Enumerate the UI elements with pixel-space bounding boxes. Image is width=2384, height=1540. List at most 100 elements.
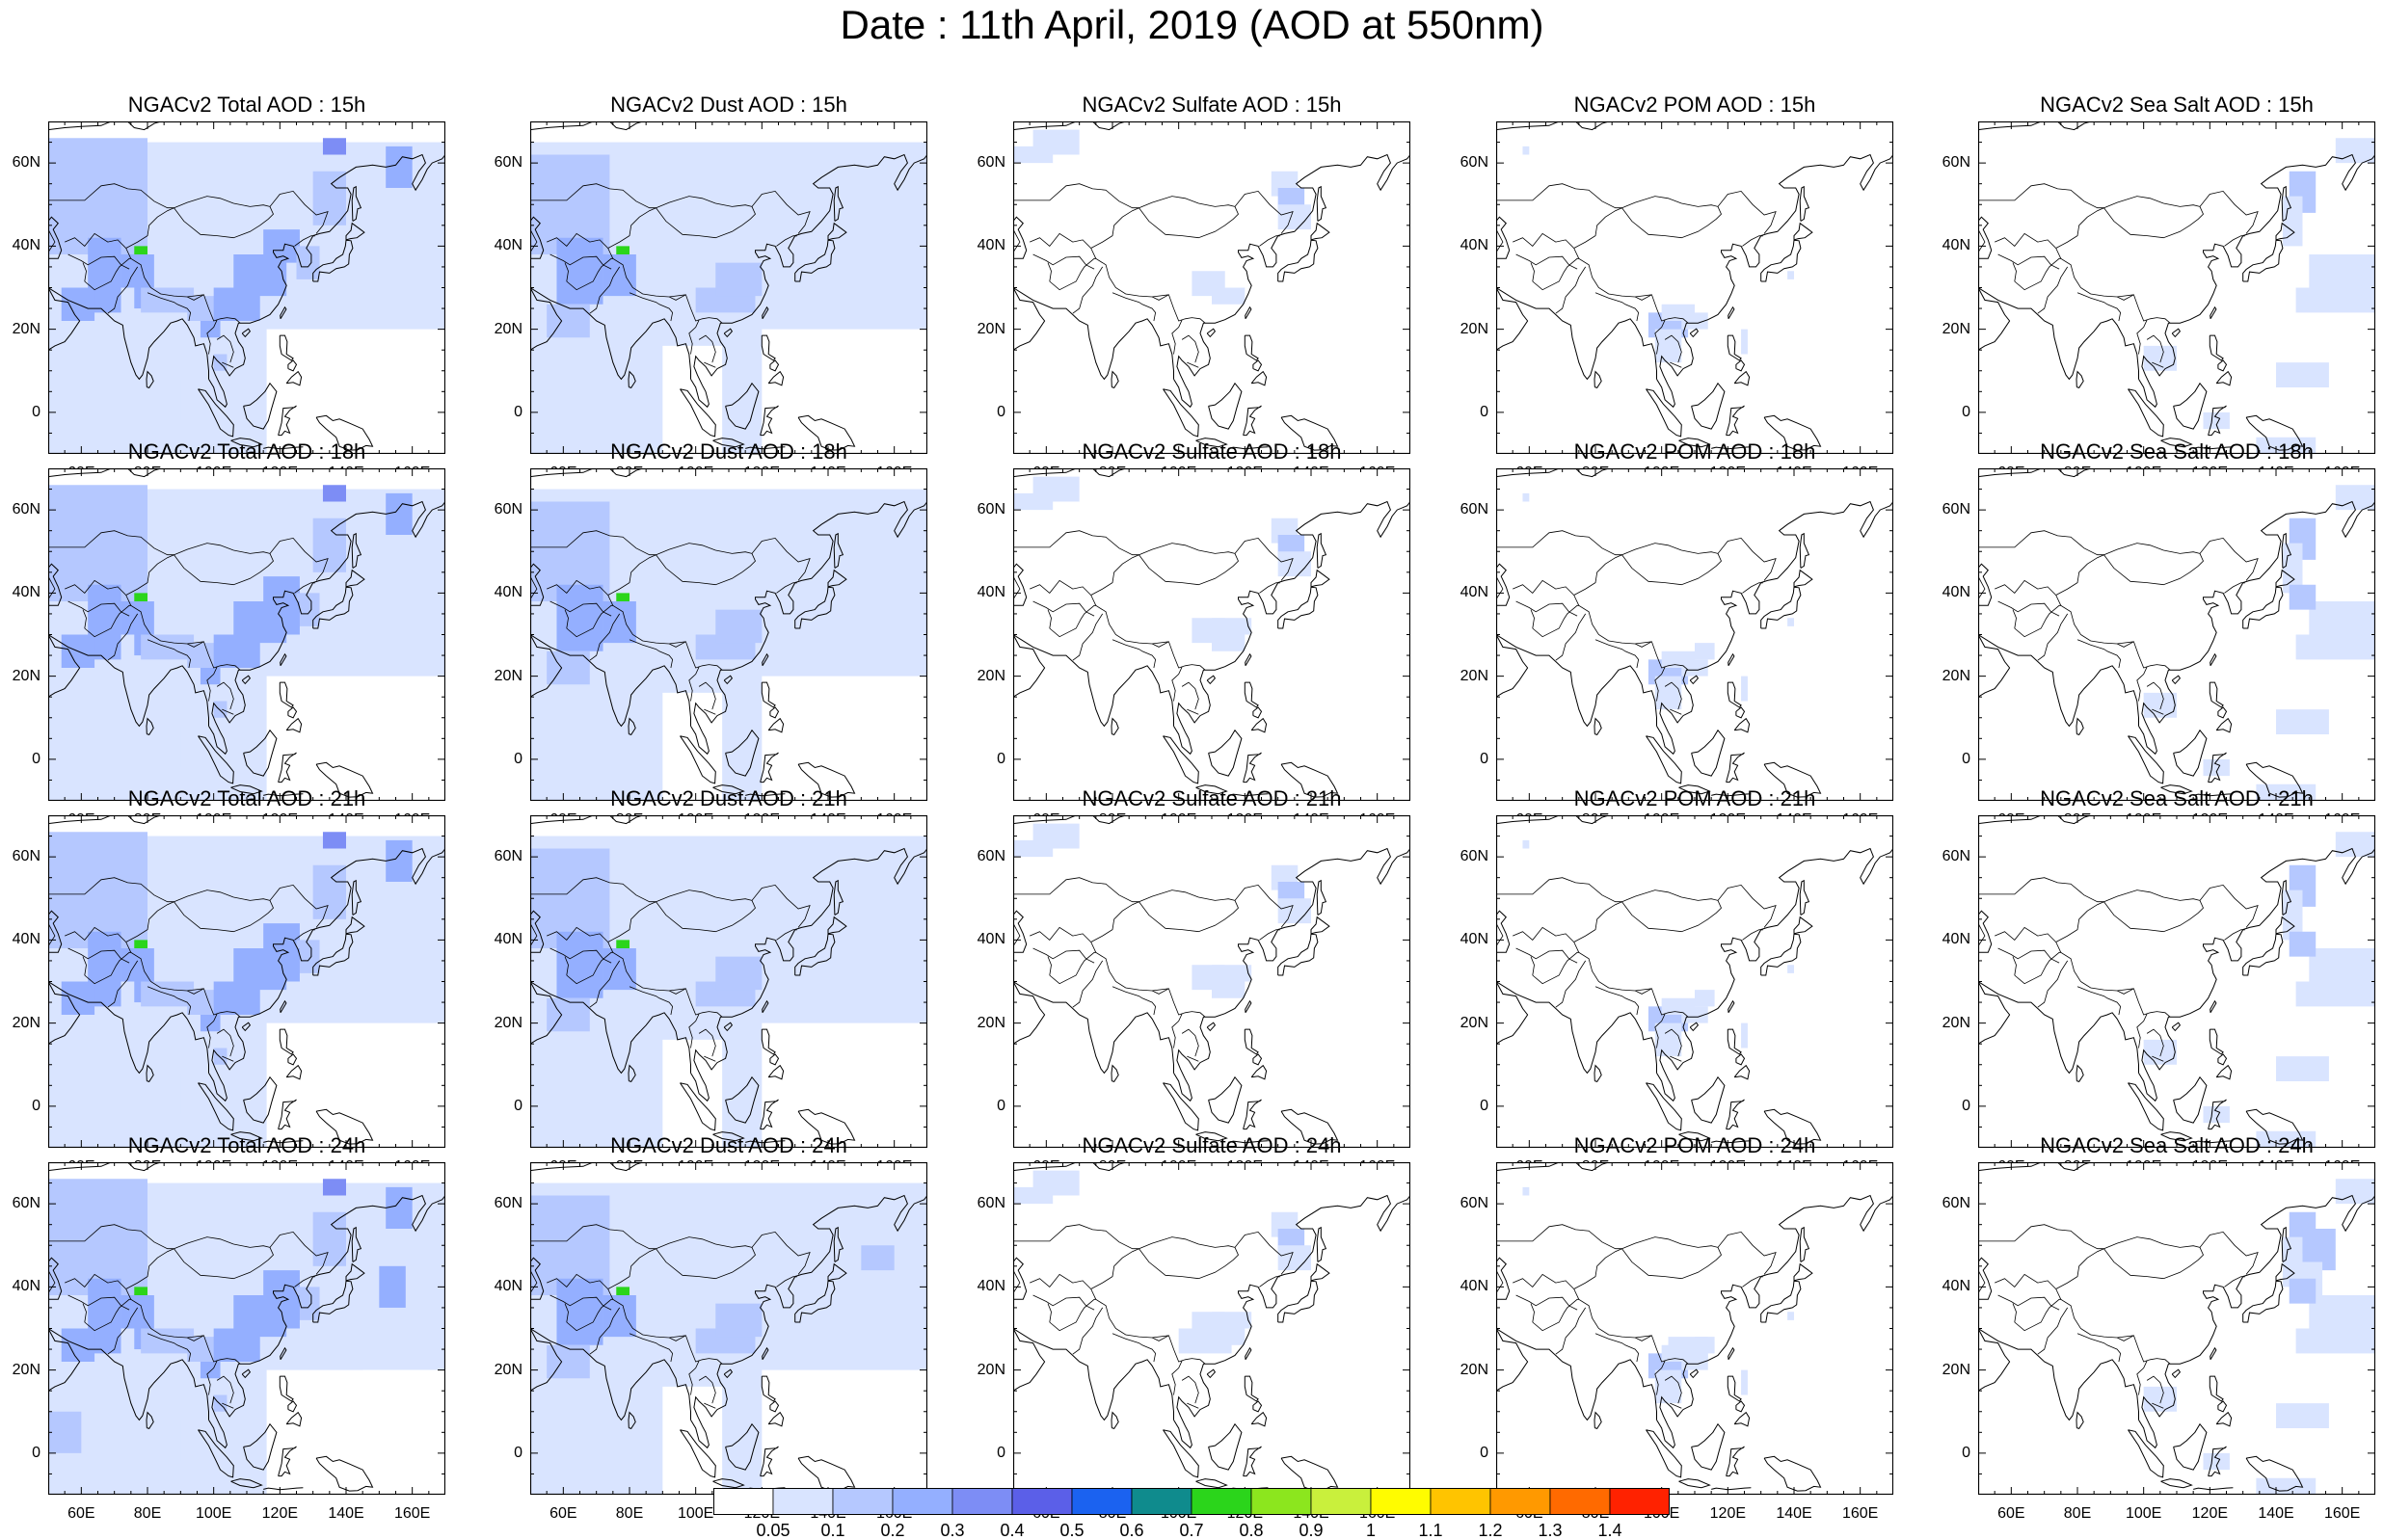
panel-title: NGACv2 Sea Salt AOD : 15h — [2040, 93, 2314, 117]
lat-tick-label: 40N — [1942, 931, 1970, 948]
map-panel-total-15h: NGACv2 Total AOD : 15h60N40N20N060E80E10… — [13, 93, 445, 481]
lon-tick-label: 160E — [393, 1505, 431, 1522]
axis-ticks — [48, 815, 445, 1148]
lat-tick-label: 40N — [12, 237, 40, 254]
lat-tick-label: 40N — [977, 931, 1005, 948]
map-plot — [1496, 1162, 1893, 1495]
colorbar-swatch — [1489, 1488, 1551, 1515]
lat-tick-label: 20N — [1942, 1361, 1970, 1378]
lat-tick-label: 60N — [494, 501, 522, 518]
colorbar-swatch — [1131, 1488, 1192, 1515]
lat-tick-label: 20N — [1942, 667, 1970, 684]
panel-title: NGACv2 Sea Salt AOD : 24h — [2040, 1133, 2314, 1157]
map-panel-sulfate-15h: NGACv2 Sulfate AOD : 15h60N40N20N060E80E… — [978, 93, 1410, 481]
lat-tick-label: 0 — [1480, 1097, 1488, 1114]
coastlines — [1978, 815, 2375, 1145]
lon-tick-label: 120E — [261, 1505, 299, 1522]
colorbar-label: 0.9 — [1299, 1521, 1324, 1540]
map-panel-pom-15h: NGACv2 POM AOD : 15h60N40N20N060E80E100E… — [1460, 93, 1893, 481]
lat-tick-label: 0 — [1480, 1444, 1488, 1461]
lat-tick-label: 20N — [1460, 1014, 1488, 1031]
lat-tick-label: 0 — [997, 1097, 1005, 1114]
country-borders — [1013, 1224, 1294, 1409]
country-borders — [1496, 530, 1777, 715]
lat-tick-label: 60N — [1460, 154, 1488, 172]
map-panel-dust-21h: NGACv2 Dust AOD : 21h60N40N20N060E80E100… — [495, 786, 927, 1175]
lat-tick-label: 60N — [12, 848, 40, 865]
panel-title: NGACv2 POM AOD : 24h — [1573, 1133, 1816, 1157]
lon-tick-label: 100E — [677, 1505, 714, 1522]
colorbar-swatch — [1370, 1488, 1432, 1515]
lat-tick-label: 40N — [1942, 237, 1970, 254]
panel-title: NGACv2 POM AOD : 21h — [1573, 786, 1816, 810]
colorbar-label: 1.2 — [1478, 1521, 1503, 1540]
panel-title: NGACv2 Dust AOD : 18h — [610, 439, 847, 464]
lat-tick-label: 0 — [1962, 750, 1970, 767]
country-borders — [48, 877, 329, 1062]
country-borders — [1496, 183, 1777, 368]
lat-tick-label: 60N — [1942, 1195, 1970, 1212]
lat-tick-label: 40N — [12, 584, 40, 601]
country-borders — [48, 1224, 329, 1409]
map-plot — [1013, 468, 1410, 801]
country-borders — [1978, 1224, 2259, 1409]
panel-title: NGACv2 Dust AOD : 24h — [610, 1133, 847, 1157]
lat-tick-label: 0 — [1962, 1097, 1970, 1114]
map-plot — [48, 121, 445, 454]
country-borders — [48, 183, 329, 368]
map-plot — [48, 815, 445, 1148]
map-panel-seasalt-15h: NGACv2 Sea Salt AOD : 15h60N40N20N060E80… — [1942, 93, 2375, 481]
coastlines — [1978, 121, 2375, 451]
lat-tick-label: 0 — [32, 750, 40, 767]
map-panel-sulfate-18h: NGACv2 Sulfate AOD : 18h60N40N20N060E80E… — [978, 439, 1410, 828]
lat-tick-label: 20N — [1942, 320, 1970, 337]
lat-tick-label: 40N — [977, 237, 1005, 254]
colorbar-label: 0.05 — [756, 1521, 790, 1540]
map-panel-pom-24h: NGACv2 POM AOD : 24h60N40N20N060E80E100E… — [1460, 1133, 1893, 1522]
colorbar-swatch — [892, 1488, 953, 1515]
lat-tick-label: 20N — [1460, 1361, 1488, 1378]
lat-tick-label: 0 — [514, 1097, 522, 1114]
colorbar-label: 1 — [1365, 1521, 1376, 1540]
map-panel-total-24h: NGACv2 Total AOD : 24h 60N 40N 20N 0 60E 80E 10… — [13, 1133, 445, 1522]
map-plot — [1978, 468, 2375, 801]
panel-title: NGACv2 Total AOD : 24h — [127, 1133, 366, 1157]
map-plot — [530, 815, 927, 1148]
lat-tick-label: 0 — [1962, 1444, 1970, 1461]
lat-tick-label: 60N — [1460, 501, 1488, 518]
lon-tick-label: 80E — [133, 1505, 162, 1522]
lon-tick-label: 140E — [1776, 1505, 1812, 1522]
lon-tick-label: 100E — [2125, 1505, 2162, 1522]
lat-tick-label: 0 — [32, 1097, 40, 1114]
lat-tick-label: 60N — [1460, 848, 1488, 865]
panel-title: NGACv2 Sulfate AOD : 18h — [1082, 439, 1342, 464]
lat-tick-label: 20N — [12, 1361, 40, 1378]
lat-tick-label: 40N — [1460, 584, 1488, 601]
map-plot — [48, 468, 445, 801]
lat-tick-label: 40N — [494, 931, 522, 948]
map-panel-total-21h: NGACv2 Total AOD : 21h60N40N20N060E80E10… — [13, 786, 445, 1175]
lon-tick-label: 160E — [2323, 1505, 2361, 1522]
panel-title: NGACv2 POM AOD : 15h — [1573, 93, 1816, 117]
lat-tick-label: 20N — [977, 667, 1005, 684]
lat-tick-label: 0 — [1480, 750, 1488, 767]
colorbar-label: 0.1 — [820, 1521, 845, 1540]
coastlines — [1496, 468, 1893, 798]
country-borders — [530, 183, 811, 368]
panel-title: NGACv2 Dust AOD : 15h — [610, 93, 847, 117]
lat-tick-label: 60N — [494, 154, 522, 172]
panel-title: NGACv2 Dust AOD : 21h — [610, 786, 847, 810]
axis-ticks — [1013, 815, 1410, 1148]
colorbar-label: 0.3 — [940, 1521, 965, 1540]
map-panel-total-18h: NGACv2 Total AOD : 18h60N40N20N060E80E10… — [13, 439, 445, 828]
colorbar-swatch — [1011, 1488, 1073, 1515]
coastlines — [1013, 815, 1410, 1145]
colorbar-label: 1.3 — [1538, 1521, 1563, 1540]
lat-tick-label: 20N — [494, 667, 522, 684]
lat-tick-label: 40N — [1942, 584, 1970, 601]
lat-tick-label: 0 — [1962, 403, 1970, 420]
map-plot — [1013, 1162, 1410, 1495]
lat-tick-label: 0 — [997, 1444, 1005, 1461]
panel-title: NGACv2 Sea Salt AOD : 21h — [2040, 786, 2314, 810]
country-borders — [530, 1224, 811, 1409]
